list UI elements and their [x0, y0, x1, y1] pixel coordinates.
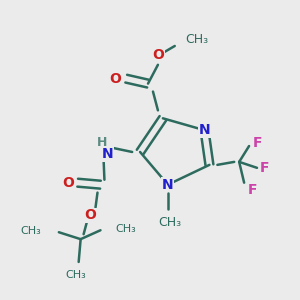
Text: CH₃: CH₃: [115, 224, 136, 234]
Text: F: F: [247, 183, 257, 196]
Text: N: N: [102, 147, 113, 161]
Text: O: O: [85, 208, 97, 222]
Text: O: O: [62, 176, 74, 190]
Text: O: O: [152, 48, 164, 62]
Text: F: F: [252, 136, 262, 150]
Text: N: N: [162, 178, 174, 192]
Text: CH₃: CH₃: [65, 270, 86, 280]
Text: O: O: [110, 72, 121, 86]
Text: N: N: [199, 123, 210, 137]
Text: H: H: [97, 136, 108, 148]
Text: CH₃: CH₃: [20, 226, 41, 236]
Text: CH₃: CH₃: [186, 32, 209, 46]
Text: CH₃: CH₃: [158, 216, 182, 229]
Text: F: F: [260, 161, 270, 175]
